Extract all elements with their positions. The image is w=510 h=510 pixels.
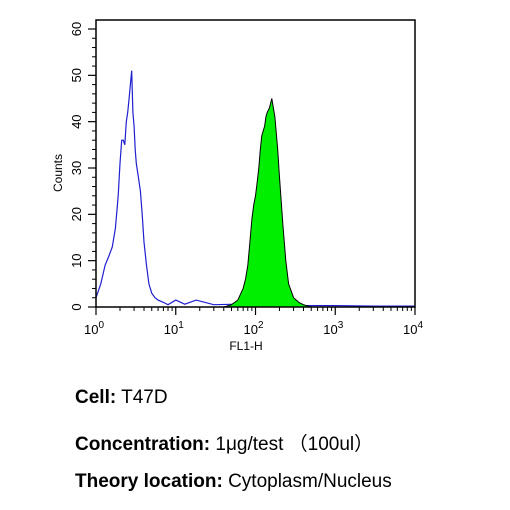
y-tick-label-4: 40 <box>69 114 84 128</box>
y-tick-label-3: 30 <box>69 161 84 175</box>
cell-info: Cell: T47D <box>75 387 168 409</box>
y-tick-label-5: 50 <box>69 68 84 82</box>
x-tick-label-1: 101 <box>164 320 184 337</box>
x-tick-label-3: 103 <box>323 320 343 337</box>
axes: 100 101 102 103 104 0 10 20 30 40 50 60 <box>69 22 423 337</box>
cell-value: T47D <box>121 387 168 408</box>
theory-location-value: Cytoplasm/Nucleus <box>228 471 392 492</box>
series-0-line <box>95 70 415 307</box>
y-tick-label-0: 0 <box>69 303 84 310</box>
y-tick-label-6: 60 <box>69 22 84 36</box>
cell-label: Cell: <box>75 387 117 408</box>
y-tick-label-2: 20 <box>69 207 84 221</box>
x-tick-label-0: 100 <box>84 320 104 337</box>
x-axis-title: FL1-H <box>229 339 262 353</box>
y-tick-label-1: 10 <box>69 253 84 267</box>
y-axis-title: Counts <box>51 154 65 192</box>
theory-location-info: Theory location: Cytoplasm/Nucleus <box>75 471 392 493</box>
x-tick-label-4: 104 <box>403 320 423 337</box>
series-1-area <box>96 98 415 308</box>
theory-location-label: Theory location: <box>75 471 223 492</box>
x-tick-label-2: 102 <box>243 320 263 337</box>
histogram-chart: 100 101 102 103 104 0 10 20 30 40 50 60 FL1-H Count… <box>51 19 424 353</box>
concentration-info: Concentration: 1μg/test （100ul） <box>75 429 373 456</box>
concentration-value: 1μg/test （100ul） <box>215 434 374 455</box>
plot-area <box>95 70 415 308</box>
concentration-label: Concentration: <box>75 434 211 455</box>
